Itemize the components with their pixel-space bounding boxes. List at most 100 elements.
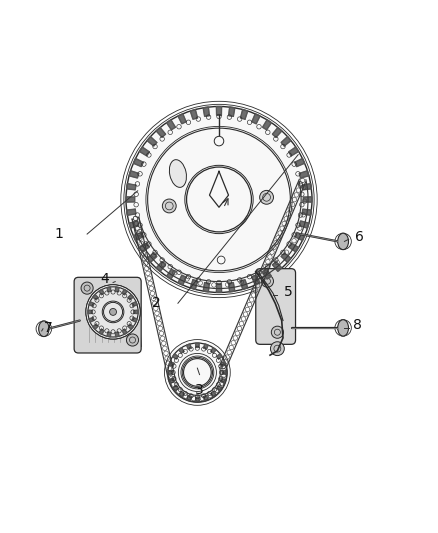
Polygon shape [240,110,248,119]
Polygon shape [173,354,178,359]
Circle shape [162,199,176,213]
Polygon shape [221,378,226,383]
Polygon shape [252,114,260,124]
Polygon shape [302,183,311,190]
Polygon shape [107,287,111,292]
Polygon shape [127,209,136,215]
Polygon shape [203,282,209,292]
Polygon shape [204,344,208,349]
Circle shape [124,104,314,295]
Polygon shape [229,107,235,116]
Polygon shape [115,332,119,337]
Polygon shape [89,302,94,306]
Polygon shape [139,243,149,252]
Polygon shape [299,221,309,228]
Polygon shape [187,396,191,401]
Polygon shape [211,348,216,353]
Polygon shape [217,386,222,391]
Text: 6: 6 [355,230,364,244]
Ellipse shape [170,160,187,188]
Polygon shape [289,147,299,156]
Circle shape [260,190,273,204]
Polygon shape [303,197,312,202]
Polygon shape [262,120,272,130]
Polygon shape [169,361,174,366]
Polygon shape [169,378,174,383]
Polygon shape [126,197,135,202]
Polygon shape [173,386,178,391]
Polygon shape [93,295,98,300]
Polygon shape [272,262,282,271]
Polygon shape [272,127,282,138]
FancyBboxPatch shape [74,277,141,353]
Polygon shape [223,370,227,374]
Polygon shape [128,295,133,300]
Polygon shape [190,110,198,119]
Polygon shape [128,324,133,329]
Polygon shape [302,209,311,215]
Polygon shape [190,280,198,289]
Polygon shape [133,232,143,240]
Polygon shape [122,329,127,334]
Text: 1: 1 [55,227,64,241]
Text: 7: 7 [44,321,53,335]
Polygon shape [216,284,222,293]
Polygon shape [216,107,222,115]
Text: 5: 5 [284,286,293,300]
Polygon shape [178,114,186,124]
Polygon shape [122,289,127,295]
Polygon shape [99,289,104,295]
Polygon shape [289,243,299,252]
Polygon shape [295,158,305,167]
Polygon shape [88,310,92,313]
Ellipse shape [338,320,349,336]
Circle shape [127,334,138,346]
Polygon shape [204,396,208,401]
Polygon shape [179,348,184,353]
Polygon shape [107,332,111,337]
Polygon shape [115,287,119,292]
Polygon shape [211,392,216,397]
Polygon shape [156,262,166,271]
Circle shape [86,285,140,339]
Polygon shape [187,344,191,349]
Polygon shape [217,354,222,359]
Polygon shape [127,183,136,190]
Circle shape [81,282,93,294]
Polygon shape [281,253,291,262]
Polygon shape [166,269,176,279]
Circle shape [166,341,229,404]
Polygon shape [295,232,305,240]
Polygon shape [240,280,248,289]
Polygon shape [221,361,226,366]
Polygon shape [89,318,94,322]
Polygon shape [93,324,98,329]
Polygon shape [78,281,141,351]
Polygon shape [139,147,149,156]
Polygon shape [262,269,272,279]
FancyBboxPatch shape [256,269,296,344]
Polygon shape [299,171,309,178]
Polygon shape [281,136,291,146]
Polygon shape [203,107,209,116]
Polygon shape [134,310,138,313]
Polygon shape [147,136,157,146]
Polygon shape [132,318,137,322]
Polygon shape [195,343,199,348]
Circle shape [110,309,117,316]
Polygon shape [229,282,235,292]
Polygon shape [252,275,260,285]
Polygon shape [129,221,139,228]
Polygon shape [178,275,186,285]
Ellipse shape [338,233,349,249]
Polygon shape [147,253,157,262]
Polygon shape [132,302,137,306]
Polygon shape [179,392,184,397]
Polygon shape [166,120,176,130]
Circle shape [270,342,284,356]
Polygon shape [195,398,199,402]
Circle shape [271,326,283,338]
Circle shape [261,275,273,287]
Polygon shape [99,329,104,334]
Text: 3: 3 [195,383,204,397]
